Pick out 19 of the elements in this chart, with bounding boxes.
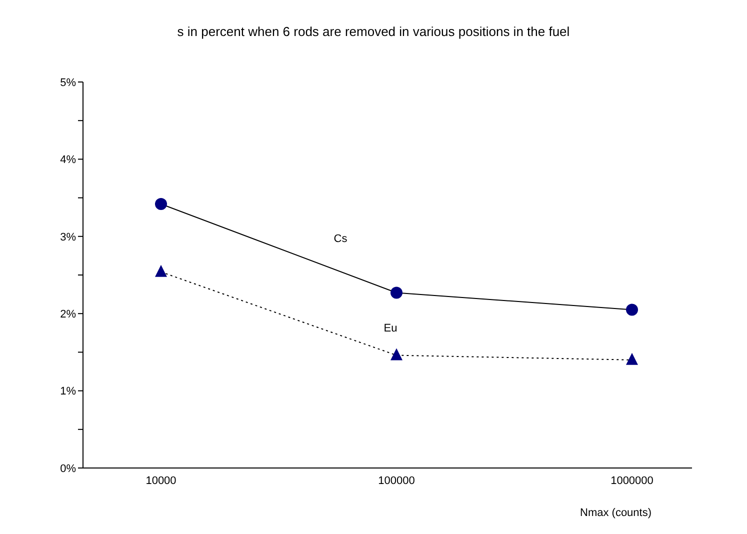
- point: [390, 348, 402, 360]
- x-tick-label: 100000: [378, 474, 415, 487]
- point: [390, 286, 402, 299]
- y-tick-label: 2%: [60, 308, 76, 321]
- series-label: Eu: [384, 322, 398, 334]
- point: [626, 304, 638, 316]
- y-tick-label: 0%: [60, 462, 76, 475]
- x-tick-label: 1000000: [610, 474, 654, 487]
- x-tick-label: 10000: [146, 474, 176, 487]
- y-tick-label: 1%: [60, 386, 76, 398]
- text: Cs: [334, 232, 348, 245]
- point: [155, 198, 167, 210]
- y-tick-label: 5%: [60, 76, 76, 89]
- y-tick-label: 3%: [60, 231, 76, 244]
- chart-title: s in percent when 6 rods are removed in various positions in the fuel: [176, 24, 571, 39]
- point: [626, 352, 638, 365]
- y-tick-label: 4%: [60, 154, 76, 166]
- x-axis-title: Nmax (counts): [580, 507, 652, 519]
- point: [155, 264, 167, 277]
